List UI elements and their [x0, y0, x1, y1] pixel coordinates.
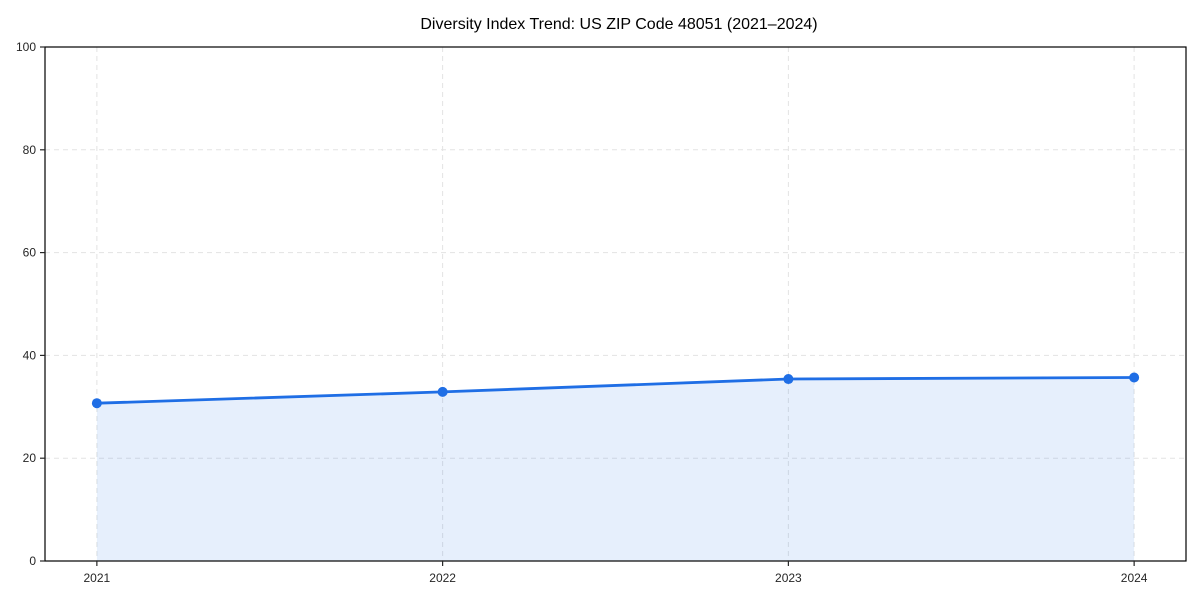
x-tick-label-2022: 2022: [429, 571, 456, 585]
axis-tick-marks: [40, 46, 1135, 566]
data-point-markers: [91, 372, 1140, 409]
area-fill: [96, 377, 1135, 561]
gridlines: [45, 46, 1186, 562]
data-point-2022: [437, 386, 448, 397]
y-tick-label-40: 40: [23, 348, 37, 362]
trend-line: [95, 376, 1136, 405]
x-tick-label-2021: 2021: [84, 571, 111, 585]
series-fill-diversity-index: [96, 377, 1135, 561]
y-tick-label-100: 100: [16, 40, 36, 54]
y-axis-tick-labels: 0 20 40 60 80 100: [16, 40, 36, 568]
x-tick-label-2024: 2024: [1121, 571, 1148, 585]
y-tick-label-80: 80: [23, 143, 37, 157]
y-tick-label-0: 0: [29, 554, 36, 568]
plot-border: [44, 46, 1187, 562]
x-axis-tick-labels: 2021 2022 2023 2024: [84, 571, 1148, 585]
data-point-2021: [91, 398, 102, 409]
data-point-2023: [783, 374, 794, 385]
y-tick-label-20: 20: [23, 451, 37, 465]
series-line-diversity-index: [95, 376, 1136, 405]
x-tick-label-2023: 2023: [775, 571, 802, 585]
chart-title: Diversity Index Trend: US ZIP Code 48051…: [420, 16, 817, 33]
data-point-2024: [1129, 372, 1140, 383]
axes-spines: [44, 46, 1187, 562]
y-tick-label-60: 60: [23, 246, 37, 260]
